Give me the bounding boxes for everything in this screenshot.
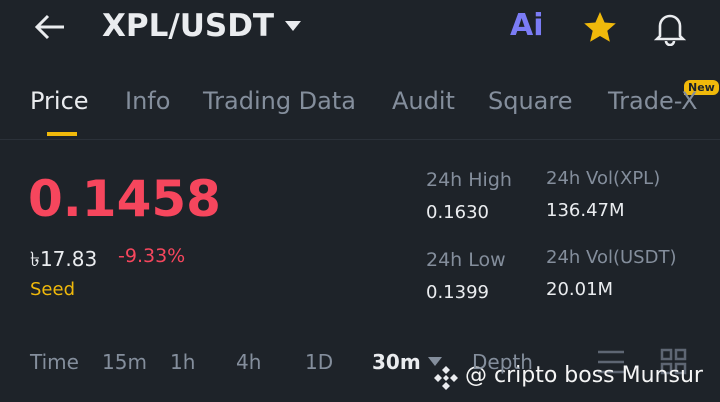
last-price: 0.1458 xyxy=(28,170,221,228)
price-change: -9.33% xyxy=(118,245,186,267)
stat-value: 136.47M xyxy=(546,200,625,221)
local-price: ৳17.83 xyxy=(30,247,98,271)
ai-button[interactable]: Ai xyxy=(510,8,544,43)
watermark-logo xyxy=(434,366,458,390)
interval-option[interactable]: 1h xyxy=(170,350,196,374)
interval-option[interactable]: 4h xyxy=(236,350,262,374)
pair-dropdown[interactable] xyxy=(284,20,302,32)
interval-option[interactable]: 1D xyxy=(305,350,334,374)
watermark: @ cripto boss Munsur xyxy=(465,363,703,388)
seed-tag: Seed xyxy=(30,279,75,300)
tab[interactable]: Trade-X xyxy=(608,87,698,115)
interval-option[interactable]: 30m xyxy=(372,350,421,374)
pair-title[interactable]: XPL/USDT xyxy=(102,8,275,44)
stat-value: 0.1399 xyxy=(426,282,489,303)
stat-label: 24h Vol(USDT) xyxy=(546,247,677,268)
divider xyxy=(0,139,720,140)
layout-icon[interactable] xyxy=(660,348,688,376)
interval-option[interactable]: 15m xyxy=(102,350,147,374)
alert-button[interactable] xyxy=(652,10,688,46)
stat-label: 24h High xyxy=(426,169,512,191)
tab[interactable]: Price xyxy=(30,87,89,115)
stat-label: 24h Vol(XPL) xyxy=(546,168,661,189)
interval-option[interactable]: Depth xyxy=(472,350,533,374)
tab[interactable]: Info xyxy=(125,87,171,115)
interval-label: Time xyxy=(30,350,79,374)
tab-indicator xyxy=(47,132,77,136)
favorite-button[interactable] xyxy=(582,10,618,44)
stat-value: 0.1630 xyxy=(426,202,489,223)
back-button[interactable] xyxy=(32,12,68,42)
tab[interactable]: Square xyxy=(488,87,573,115)
stat-label: 24h Low xyxy=(426,249,506,271)
stat-value: 20.01M xyxy=(546,279,614,300)
interval-dropdown[interactable] xyxy=(428,357,442,366)
tab[interactable]: Trading Data xyxy=(203,87,356,115)
settings-icon[interactable] xyxy=(596,348,626,376)
tab[interactable]: Audit xyxy=(392,87,455,115)
new-badge: New xyxy=(684,80,719,95)
